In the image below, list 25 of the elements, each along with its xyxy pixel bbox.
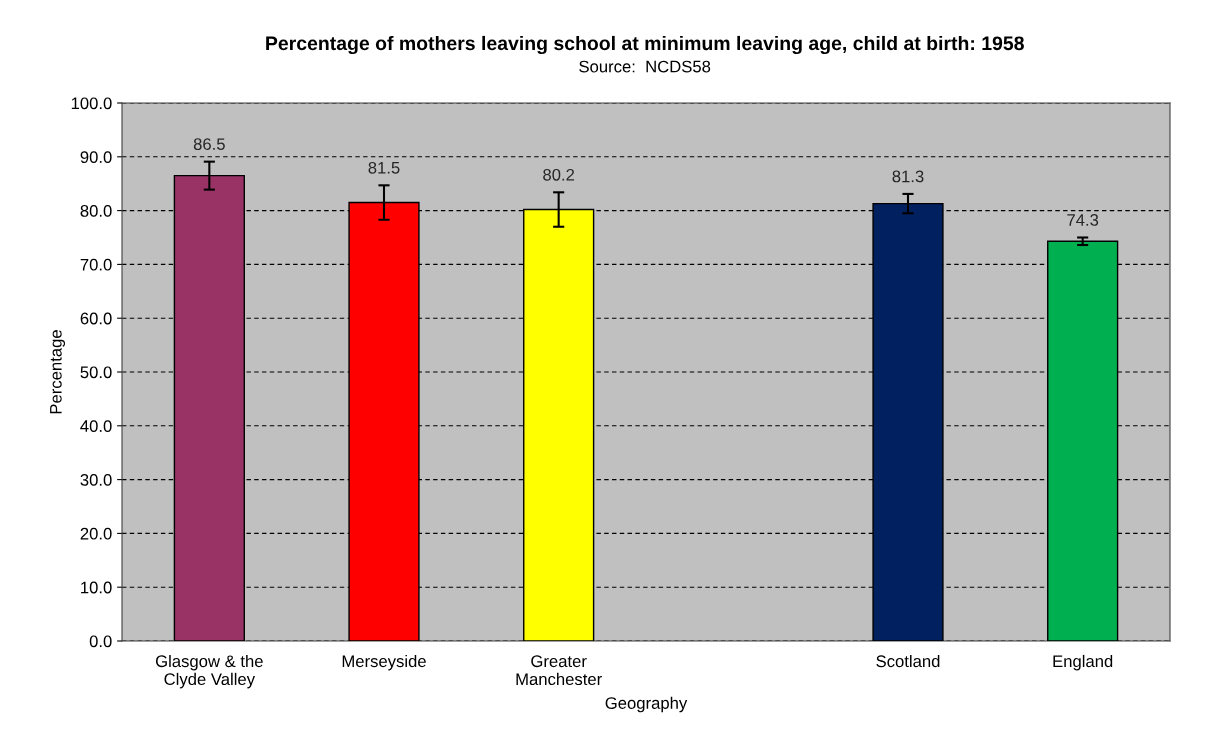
y-tick-label: 100.0	[71, 97, 112, 110]
y-tick-label: 30.0	[80, 474, 112, 486]
y-tick-label: 90.0	[80, 151, 112, 163]
y-tick-label: 40.0	[80, 420, 112, 432]
data-label: 81.5	[368, 161, 400, 174]
y-tick-label: 0.0	[89, 635, 112, 648]
y-tick-label: 70.0	[80, 258, 112, 271]
x-tick-label: England	[1053, 654, 1113, 671]
data-label: 81.3	[892, 170, 924, 183]
x-tick-label: Greater Manchester	[516, 655, 602, 686]
y-tick-label: 10.0	[81, 581, 112, 594]
y-tick-label: 80.0	[80, 205, 112, 217]
data-label: 80.2	[543, 168, 575, 181]
x-tick-label: Scotland	[876, 654, 940, 668]
x-tick-label: Merseyside	[342, 654, 426, 671]
data-label: 86.5	[193, 138, 225, 151]
y-tick-label: 50.0	[80, 366, 112, 379]
chart-subtitle: Source: NCDS58	[579, 60, 711, 73]
chart-title: Percentage of mothers leaving school at minimum leaving age, child at birth: 1958	[266, 35, 1024, 55]
y-tick-label: 20.0	[80, 527, 112, 540]
x-tick-label: Glasgow & the Clyde Valley	[155, 654, 263, 689]
y-axis-title: Percentage	[50, 330, 66, 414]
x-axis-title: Geography	[605, 696, 688, 713]
y-tick-label: 60.0	[80, 312, 112, 325]
data-label: 74.3	[1067, 214, 1099, 226]
